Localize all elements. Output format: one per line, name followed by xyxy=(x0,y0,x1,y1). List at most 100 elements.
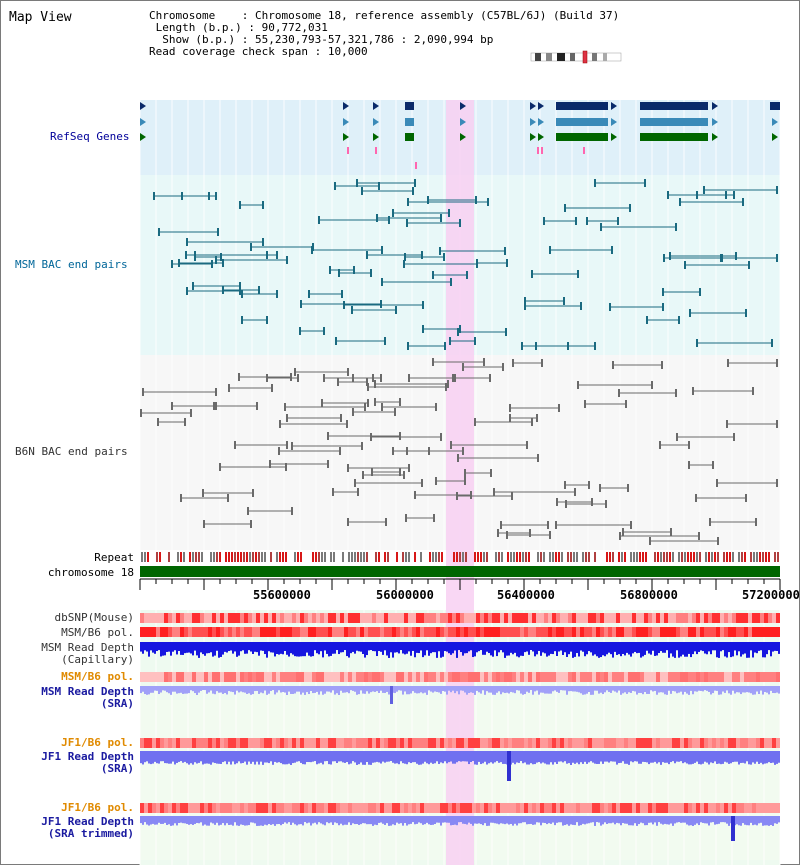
read-depth-bar xyxy=(734,686,736,694)
heatmap-cell xyxy=(596,613,600,623)
b6n-bac-pair-end xyxy=(462,363,464,371)
heatmap-cell xyxy=(676,613,680,623)
read-depth-bar xyxy=(548,816,550,824)
heatmap-cell xyxy=(232,613,236,623)
msm-bac-pair-end xyxy=(222,259,224,267)
read-depth-bar xyxy=(350,642,352,654)
heatmap-cell xyxy=(716,672,720,682)
msm-bac-pair-end xyxy=(679,198,681,206)
read-depth-bar xyxy=(646,686,648,694)
repeat-segment xyxy=(576,552,578,562)
b6n-bac-pair-end xyxy=(490,469,492,477)
repeat-segment xyxy=(657,552,659,562)
heatmap-cell xyxy=(392,738,396,748)
heatmap-cell xyxy=(720,803,724,813)
read-depth-bar xyxy=(776,751,778,764)
heatmap-cell xyxy=(252,613,256,623)
axis-tick-label: 56400000 xyxy=(497,588,555,602)
heatmap-cell xyxy=(760,803,764,813)
read-depth-bar xyxy=(212,642,214,657)
read-depth-bar xyxy=(354,642,356,654)
read-depth-bar xyxy=(444,642,446,652)
read-depth-bar xyxy=(410,751,412,764)
read-depth-bar xyxy=(256,816,258,826)
read-depth-bar xyxy=(574,642,576,657)
read-depth-bar xyxy=(478,686,480,693)
read-depth-bar xyxy=(430,686,432,692)
read-depth-bar xyxy=(416,816,418,824)
read-depth-bar xyxy=(748,816,750,826)
read-depth-bar xyxy=(252,816,254,823)
msm-bac-pair-end xyxy=(524,297,526,305)
read-depth-bar xyxy=(640,816,642,823)
heatmap-cell xyxy=(372,803,376,813)
read-depth-bar xyxy=(580,816,582,826)
heatmap-cell xyxy=(180,613,184,623)
heatmap-cell xyxy=(540,627,544,637)
label-msm-bac[interactable]: MSM BAC end pairs xyxy=(15,258,128,271)
heatmap-cell xyxy=(484,803,488,813)
heatmap-cell xyxy=(552,672,556,682)
read-depth-bar xyxy=(656,816,658,826)
chromosome-ideogram[interactable] xyxy=(530,50,622,64)
read-depth-bar xyxy=(708,642,710,652)
selection-highlight[interactable] xyxy=(446,100,474,865)
refseq-genes-track[interactable] xyxy=(140,102,780,169)
read-depth-bar xyxy=(592,816,594,823)
b6n-bac-pair-end xyxy=(157,418,159,426)
b6n-bac-track[interactable] xyxy=(140,358,778,545)
label-dbsnp: dbSNP(Mouse) xyxy=(54,611,134,624)
read-depth-bar xyxy=(392,816,394,825)
read-depth-bar xyxy=(244,751,246,762)
heatmap-cell xyxy=(472,613,476,623)
read-depth-bar xyxy=(334,816,336,823)
read-depth-bar xyxy=(346,642,348,657)
read-depth-bar xyxy=(386,816,388,824)
msm-bac-pair-end xyxy=(577,270,579,278)
read-depth-bar xyxy=(612,751,614,762)
read-depth-bar xyxy=(498,642,500,653)
heatmap-cell xyxy=(724,803,728,813)
read-depth-bar xyxy=(176,686,178,694)
read-depth-bar xyxy=(220,642,222,657)
read-depth-bar xyxy=(278,816,280,825)
read-depth-bar xyxy=(722,816,724,823)
msm-bac-pair-end xyxy=(733,191,735,199)
label-b6n-bac[interactable]: B6N BAC end pairs xyxy=(15,445,128,458)
read-depth-bar xyxy=(312,816,314,824)
read-depth-bar xyxy=(604,816,606,823)
msm-bac-pair-end xyxy=(662,303,664,311)
heatmap-cell xyxy=(284,613,288,623)
read-depth-bar xyxy=(632,816,634,826)
read-depth-bar xyxy=(182,686,184,694)
read-depth-bar xyxy=(226,642,228,653)
read-depth-bar xyxy=(502,751,504,764)
read-depth-bar xyxy=(262,816,264,826)
read-depth-bar xyxy=(670,816,672,824)
heatmap-cell xyxy=(612,627,616,637)
heatmap-cell xyxy=(588,803,592,813)
heatmap-cell xyxy=(556,803,560,813)
read-depth-bar xyxy=(200,686,202,691)
read-depth-bar xyxy=(264,686,266,691)
repeat-segment xyxy=(195,552,197,562)
repeat-segment xyxy=(261,552,263,562)
repeat-segment xyxy=(354,552,356,562)
heatmap-cell xyxy=(352,738,356,748)
msm-bac-track[interactable] xyxy=(153,179,778,350)
read-depth-bar xyxy=(742,642,744,655)
heatmap-cell xyxy=(548,803,552,813)
label-refseq-genes[interactable]: RefSeq Genes xyxy=(50,130,130,143)
read-depth-bar xyxy=(232,816,234,826)
read-depth-bar xyxy=(692,642,694,655)
heatmap-cell xyxy=(276,803,280,813)
msm-bac-pair-end xyxy=(171,260,173,268)
heatmap-cell xyxy=(308,803,312,813)
read-depth-bar xyxy=(272,686,274,691)
read-depth-bar xyxy=(612,642,614,658)
read-depth-bar xyxy=(748,686,750,693)
b6n-bac-pair-end xyxy=(252,489,254,497)
read-depth-bar xyxy=(558,816,560,823)
read-depth-bar xyxy=(290,751,292,765)
